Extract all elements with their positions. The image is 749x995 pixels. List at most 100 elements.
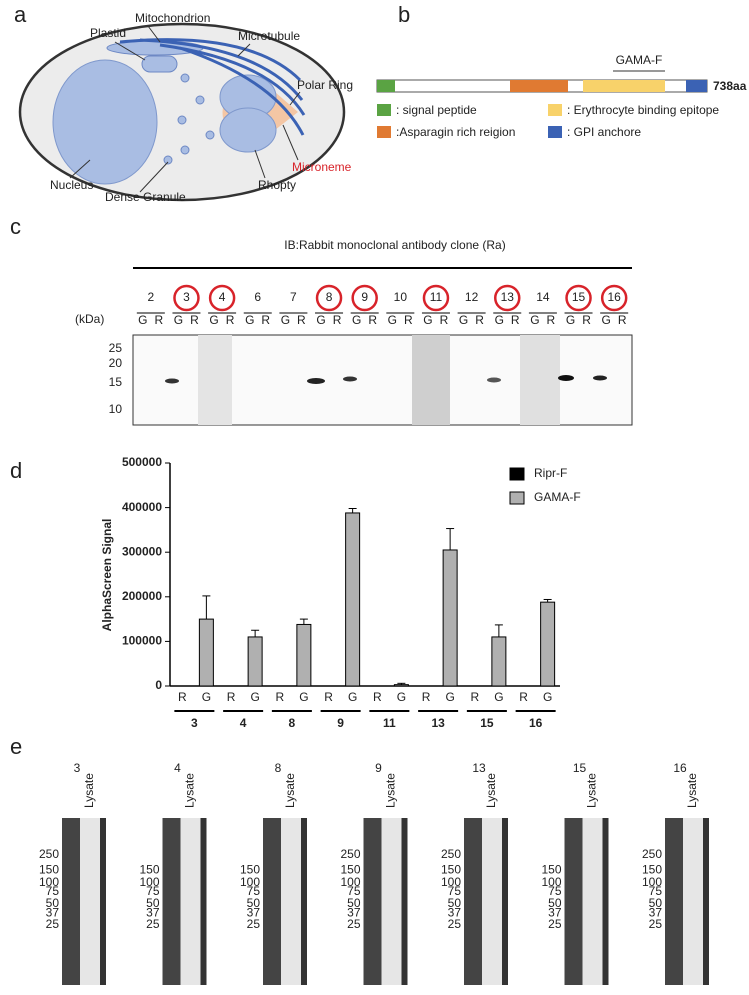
lane-label: G xyxy=(602,313,611,327)
lane-label: R xyxy=(404,313,413,327)
marker-lane xyxy=(263,818,281,985)
organelle-label: Rhopty xyxy=(258,178,296,192)
marker-label: 75 xyxy=(146,884,160,898)
bar-label: G xyxy=(397,690,406,704)
lane-label: R xyxy=(440,313,449,327)
lane-label: G xyxy=(388,313,397,327)
lane-label: G xyxy=(566,313,575,327)
fragment-label: GAMA-F xyxy=(616,53,663,67)
clone-label: 7 xyxy=(290,290,297,304)
lane-label: Lysate xyxy=(685,773,699,808)
marker-label: 37 xyxy=(548,905,562,919)
marker-label: 25 xyxy=(247,917,261,931)
marker-lane xyxy=(665,818,683,985)
blot-title: IB:Rabbit monoclonal antibody clone (Ra) xyxy=(284,238,505,252)
marker-label: 25 xyxy=(46,917,60,931)
organelle-label: Dense Granule xyxy=(105,190,186,204)
lane-label: R xyxy=(582,313,591,327)
marker-label: 37 xyxy=(649,905,663,919)
lysate-lane xyxy=(381,818,402,985)
y-tick-label: 100000 xyxy=(122,634,162,648)
clone-label: 15 xyxy=(573,761,587,775)
lane-label: G xyxy=(495,313,504,327)
leader-lines xyxy=(69,25,301,193)
lane-label: Lysate xyxy=(82,773,96,808)
bar-label: R xyxy=(471,690,480,704)
marker-label: 25 xyxy=(448,917,462,931)
lane-label: R xyxy=(297,313,306,327)
blot-edge xyxy=(401,818,408,985)
clone-label: 12 xyxy=(465,290,479,304)
marker-lane xyxy=(62,818,80,985)
marker-label: 37 xyxy=(448,905,462,919)
marker-label: 150 xyxy=(240,863,260,877)
marker-label: 50 xyxy=(649,896,663,910)
bar-label: G xyxy=(299,690,308,704)
lane-label: R xyxy=(154,313,163,327)
marker-label: 100 xyxy=(139,875,159,889)
x-tick-label: 16 xyxy=(529,716,543,730)
clone-label: 4 xyxy=(219,290,226,304)
lane-label: R xyxy=(547,313,556,327)
organelle-label: Plastid xyxy=(90,26,126,40)
lysate-lane xyxy=(482,818,502,985)
bar xyxy=(540,601,556,687)
marker-label: 10 xyxy=(109,402,123,416)
marker-label: 100 xyxy=(642,875,662,889)
legend-label: Ripr-F xyxy=(534,466,567,480)
clone-circle xyxy=(422,284,450,312)
clone-circle xyxy=(494,284,521,312)
lane-label: Lysate xyxy=(183,773,197,808)
clone-label: 3 xyxy=(74,761,81,775)
clone-label: 13 xyxy=(472,761,486,775)
lane-label: R xyxy=(475,313,484,327)
marker-label: 150 xyxy=(139,863,159,877)
bar-label: R xyxy=(324,690,333,704)
lane-label: R xyxy=(368,313,377,327)
clone-label: 8 xyxy=(275,761,282,775)
bar-label: R xyxy=(519,690,528,704)
bar-label: G xyxy=(494,690,503,704)
marker-label: 37 xyxy=(347,905,361,919)
blot-edge xyxy=(703,818,709,985)
marker-label: 37 xyxy=(146,905,160,919)
lane-label: G xyxy=(423,313,432,327)
panel-letter: e xyxy=(10,734,22,759)
marker-label: 100 xyxy=(441,875,461,889)
clone-label: 3 xyxy=(183,290,190,304)
x-tick-label: 13 xyxy=(431,716,445,730)
lane-label: R xyxy=(226,313,235,327)
marker-lane xyxy=(464,818,482,985)
bar xyxy=(296,623,312,687)
lane-label: G xyxy=(352,313,361,327)
lane-label: G xyxy=(245,313,254,327)
legend-swatch xyxy=(509,467,525,481)
clone-label: 14 xyxy=(536,290,550,304)
lane-label: R xyxy=(261,313,270,327)
blot-edge xyxy=(200,818,207,985)
lane-label: G xyxy=(174,313,183,327)
bar-label: G xyxy=(348,690,357,704)
lane-label: R xyxy=(618,313,627,327)
clone-label: 16 xyxy=(673,761,687,775)
clone-label: 11 xyxy=(430,290,443,304)
marker-label: 100 xyxy=(541,875,561,889)
clone-label: 8 xyxy=(326,290,333,304)
legend-swatch xyxy=(509,491,525,505)
x-tick-label: 8 xyxy=(289,716,296,730)
x-tick-label: 11 xyxy=(383,716,396,730)
bar xyxy=(198,618,214,687)
lane-label: G xyxy=(530,313,539,327)
marker-label: 150 xyxy=(642,863,662,877)
marker-label: 75 xyxy=(448,884,462,898)
domain-legend: : Erythrocyte binding epitope xyxy=(567,103,719,117)
y-tick-label: 0 xyxy=(155,678,162,692)
marker-label: 50 xyxy=(146,896,160,910)
clone-label: 10 xyxy=(394,290,408,304)
organelle-label: Microtubule xyxy=(238,29,300,43)
marker-lane xyxy=(564,818,583,985)
clone-circle xyxy=(600,284,628,312)
lane-label: G xyxy=(316,313,325,327)
x-tick-label: 15 xyxy=(480,716,494,730)
